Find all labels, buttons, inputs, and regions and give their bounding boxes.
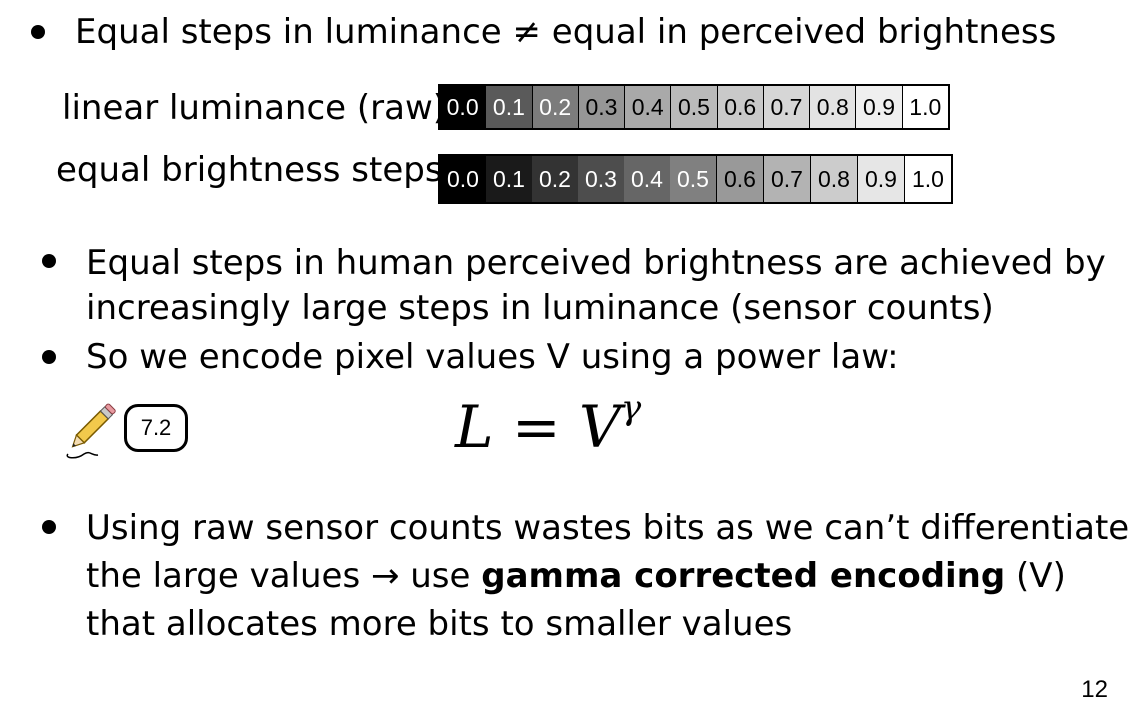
formula-base: V: [579, 393, 621, 461]
raw-swatch-cell: 0.5: [670, 86, 717, 128]
bullet-4-emphasis: gamma corrected encoding: [481, 556, 1006, 596]
equal-swatch-cell: 0.0: [440, 156, 486, 202]
raw-swatch-cell: 0.7: [762, 86, 810, 128]
formula-equals: =: [511, 393, 561, 461]
equal-swatch-cell: 0.8: [810, 156, 857, 202]
bullet-4-line-2: the large values → use gamma corrected e…: [86, 553, 1066, 599]
raw-swatch-cell: 0.2: [531, 86, 578, 128]
section-ref-badge: 7.2: [124, 404, 188, 452]
bullet-2-line-2: increasingly large steps in luminance (s…: [86, 288, 994, 328]
bullet-dot: [31, 25, 45, 39]
equal-swatch-cell: 1.0: [904, 156, 951, 202]
bullet-dot: [42, 520, 56, 534]
raw-swatch-cell: 1.0: [901, 86, 948, 128]
raw-swatch-cell: 0.3: [577, 86, 625, 128]
raw-luminance-strip: 0.0 0.1 0.2 0.3 0.4 0.5 0.6 0.7 0.8 0.9 1.0: [438, 84, 950, 130]
bullet-dot: [42, 350, 56, 364]
equal-swatch-cell: 0.1: [486, 156, 532, 202]
power-law-formula: L = Vγ: [455, 388, 641, 461]
raw-strip-label: linear luminance (raw): [62, 88, 447, 128]
raw-swatch-cell: 0.1: [485, 86, 532, 128]
pencil-icon: [66, 403, 116, 459]
formula-lhs: L: [455, 393, 494, 461]
equal-swatch-cell: 0.9: [857, 156, 904, 202]
bullet-4-line-2-prefix: the large values → use: [86, 556, 482, 596]
bullet-dot: [42, 254, 56, 268]
equal-brightness-strip: 0.0 0.1 0.2 0.3 0.4 0.5 0.6 0.7 0.8 0.9 1.0: [438, 154, 953, 204]
raw-swatch-cell: 0.0: [440, 86, 486, 128]
equal-swatch-cell: 0.6: [716, 156, 763, 202]
bullet-4-line-1: Using raw sensor counts wastes bits as w…: [86, 508, 1130, 548]
bullet-4-line-2-suffix: (V): [1005, 556, 1066, 596]
equal-swatch-cell: 0.3: [578, 156, 624, 202]
equal-strip-label: equal brightness steps: [56, 150, 443, 190]
raw-swatch-cell: 0.4: [624, 86, 671, 128]
raw-swatch-cell: 0.6: [716, 86, 763, 128]
equal-swatch-cell: 0.5: [670, 156, 716, 202]
formula-exponent: γ: [620, 387, 642, 428]
page-number: 12: [1081, 676, 1108, 703]
bullet-4-line-3: that allocates more bits to smaller valu…: [86, 604, 793, 644]
raw-swatch-cell: 0.8: [809, 86, 856, 128]
raw-swatch-cell: 0.9: [855, 86, 902, 128]
equal-swatch-cell: 0.7: [763, 156, 810, 202]
equal-swatch-cell: 0.4: [624, 156, 670, 202]
bullet-2-line-1: Equal steps in human perceived brightnes…: [86, 243, 1106, 283]
equal-swatch-cell: 0.2: [532, 156, 578, 202]
bullet-3-text: So we encode pixel values V using a powe…: [86, 337, 899, 377]
bullet-1-text: Equal steps in luminance ≠ equal in perc…: [75, 12, 1057, 52]
